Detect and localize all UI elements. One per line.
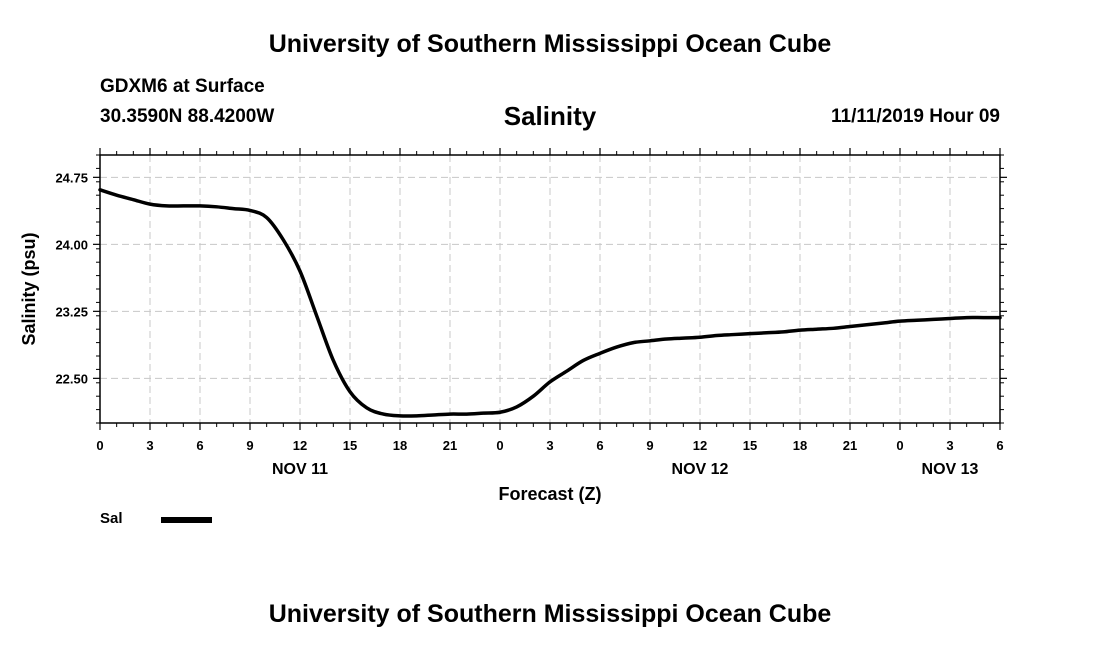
x-tick-label: 12: [293, 438, 307, 453]
x-tick-label: 3: [546, 438, 553, 453]
chart-title: Salinity: [503, 101, 597, 131]
station-label: GDXM6 at Surface: [100, 76, 265, 97]
axis-labels: 0 3 6 9 12 15 18 21 0 3 6 9 12 15 18 21 0 3 6 22.50 23.25 24.…: [19, 170, 1004, 504]
legend-label-sal: Sal: [100, 510, 123, 527]
y-tick-label: 22.50: [55, 371, 88, 386]
x-tick-label: 3: [146, 438, 153, 453]
x-tick-label: 18: [793, 438, 807, 453]
date-label: NOV 13: [922, 461, 979, 478]
y-axis-title: Salinity (psu): [19, 232, 39, 345]
x-tick-label: 0: [496, 438, 503, 453]
x-tick-label: 6: [596, 438, 603, 453]
y-tick-label: 23.25: [55, 304, 88, 319]
x-tick-label: 6: [996, 438, 1003, 453]
date-label: NOV 11: [272, 461, 328, 478]
x-tick-label: 3: [946, 438, 953, 453]
y-tick-label: 24.00: [55, 237, 88, 252]
forecast-datetime: 11/11/2019 Hour 09: [830, 106, 1000, 127]
series-line-sal: [98, 188, 1002, 418]
plot-frame: [99, 154, 1001, 424]
x-tick-label: 9: [246, 438, 253, 453]
x-tick-label: 0: [96, 438, 103, 453]
x-tick-label: 21: [843, 438, 857, 453]
date-label: NOV 12: [672, 461, 729, 478]
x-tick-label: 21: [443, 438, 457, 453]
page-footer-title: University of Southern Mississippi Ocean…: [268, 600, 832, 628]
y-tick-label: 24.75: [55, 170, 88, 185]
x-tick-label: 6: [196, 438, 203, 453]
x-axis-title: Forecast (Z): [498, 484, 601, 504]
x-tick-label: 18: [393, 438, 407, 453]
x-tick-label: 12: [693, 438, 707, 453]
x-tick-label: 15: [343, 438, 357, 453]
grid-lines: [100, 155, 1000, 423]
page-title: University of Southern Mississippi Ocean…: [268, 30, 832, 58]
x-tick-label: 15: [743, 438, 757, 453]
x-tick-label: 9: [646, 438, 653, 453]
x-tick-label: 0: [896, 438, 903, 453]
station-coordinates: 30.3590N 88.4200W: [100, 106, 275, 127]
